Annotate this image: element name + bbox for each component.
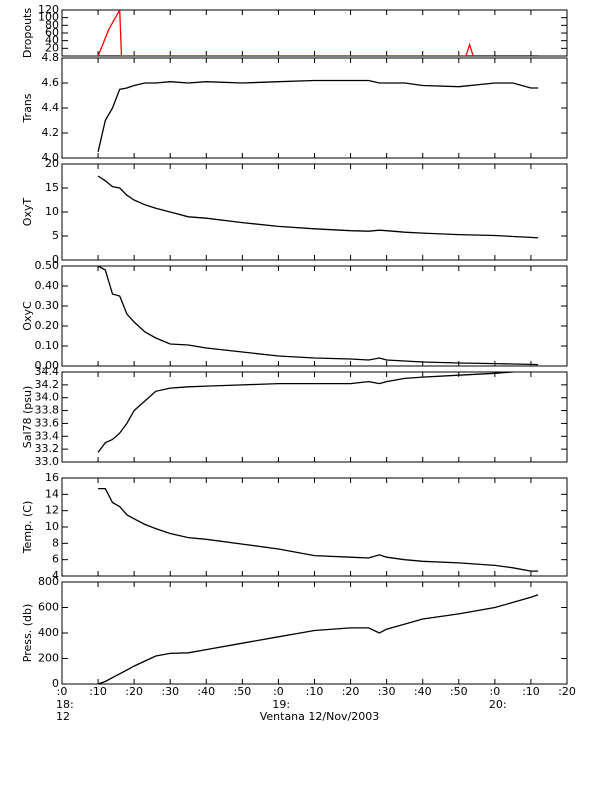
y-tick-label: 0.50 <box>35 259 60 272</box>
panel-frame <box>61 371 568 463</box>
y-tick-label: 0.40 <box>35 279 60 292</box>
y-tick-label: 0.00 <box>35 359 60 372</box>
y-axis-label: Temp. (C) <box>21 501 34 555</box>
x-tick-label: :20 <box>558 685 576 698</box>
y-tick-label: 4.0 <box>42 151 60 164</box>
y-tick-label: 0.20 <box>35 319 60 332</box>
y-tick-label: 16 <box>45 471 59 484</box>
y-tick-label: 20 <box>45 41 59 54</box>
y-tick-label: 600 <box>38 601 59 614</box>
panel-frame <box>61 9 568 57</box>
y-tick-label: 33.2 <box>35 442 60 455</box>
y-tick-label: 120 <box>38 3 59 16</box>
x-tick-label: :0 <box>489 685 500 698</box>
y-axis-label: Sal78 (psu) <box>21 386 34 449</box>
y-tick-label: 40 <box>45 34 59 47</box>
y-tick-label: 33.6 <box>35 416 60 429</box>
data-line <box>97 10 474 56</box>
x-hour-label: 19: <box>272 698 290 711</box>
y-tick-label: 5 <box>52 229 59 242</box>
x-tick-label: :0 <box>273 685 284 698</box>
x-day-label: 12 <box>56 710 70 723</box>
y-tick-label: 4 <box>52 569 59 582</box>
y-tick-label: 0 <box>52 253 59 266</box>
y-tick-label: 60 <box>45 26 59 39</box>
panel-frame <box>61 581 568 685</box>
y-tick-label: 15 <box>45 181 59 194</box>
data-line <box>97 175 539 239</box>
y-tick-label: 34.2 <box>35 378 60 391</box>
y-tick-label: 12 <box>45 504 59 517</box>
x-tick-label: :20 <box>342 685 360 698</box>
y-tick-label: 20 <box>45 157 59 170</box>
y-tick-label: 33.4 <box>35 429 60 442</box>
y-tick-label: 0 <box>52 677 59 690</box>
y-axis-label: Press. (db) <box>21 604 34 663</box>
y-tick-label: 4.6 <box>42 76 60 89</box>
data-line <box>97 79 539 152</box>
y-tick-label: 34.4 <box>35 365 60 378</box>
y-tick-label: 10 <box>45 520 59 533</box>
y-tick-label: 400 <box>38 626 59 639</box>
y-tick-label: 33.0 <box>35 455 60 468</box>
x-tick-label: :30 <box>161 685 179 698</box>
y-tick-label: 4.2 <box>42 126 60 139</box>
y-tick-label: 80 <box>45 18 59 31</box>
y-tick-label: 33.8 <box>35 404 60 417</box>
x-tick-label: :10 <box>89 685 107 698</box>
x-axis-title: Ventana 12/Nov/2003 <box>260 710 380 723</box>
x-tick-label: :40 <box>197 685 215 698</box>
panel-frame <box>61 477 568 577</box>
y-axis-label: Trans <box>21 93 34 123</box>
data-line <box>98 487 539 572</box>
y-tick-label: 800 <box>38 575 59 588</box>
panel-frame <box>61 163 568 261</box>
x-hour-label: 18: <box>56 698 74 711</box>
y-axis-label: OxyC <box>21 301 34 331</box>
x-tick-label: :50 <box>450 685 468 698</box>
y-tick-label: 6 <box>52 553 59 566</box>
panel-frame <box>61 57 568 159</box>
y-tick-label: 4.8 <box>42 51 60 64</box>
y-tick-label: 0.30 <box>35 299 60 312</box>
y-tick-label: 10 <box>45 205 59 218</box>
data-line <box>97 266 539 366</box>
x-tick-label: :10 <box>306 685 324 698</box>
data-line <box>97 594 539 684</box>
y-tick-label: 34.0 <box>35 391 60 404</box>
x-tick-label: :40 <box>414 685 432 698</box>
y-tick-label: 200 <box>38 652 59 665</box>
y-tick-label: 8 <box>52 536 59 549</box>
data-line <box>97 372 520 453</box>
y-tick-label: 0.10 <box>35 339 60 352</box>
y-axis-label: OxyT <box>21 198 34 227</box>
y-tick-label: 4.4 <box>42 101 60 114</box>
y-tick-label: 100 <box>38 11 59 24</box>
y-axis-label: Dropouts <box>21 8 34 58</box>
x-hour-label: 20: <box>489 698 507 711</box>
x-tick-label: :50 <box>234 685 252 698</box>
x-tick-label: :10 <box>522 685 540 698</box>
x-tick-label: :30 <box>378 685 396 698</box>
x-tick-label: :0 <box>57 685 68 698</box>
panel-frame <box>61 265 568 367</box>
x-tick-label: :20 <box>125 685 143 698</box>
y-tick-label: 14 <box>45 487 59 500</box>
